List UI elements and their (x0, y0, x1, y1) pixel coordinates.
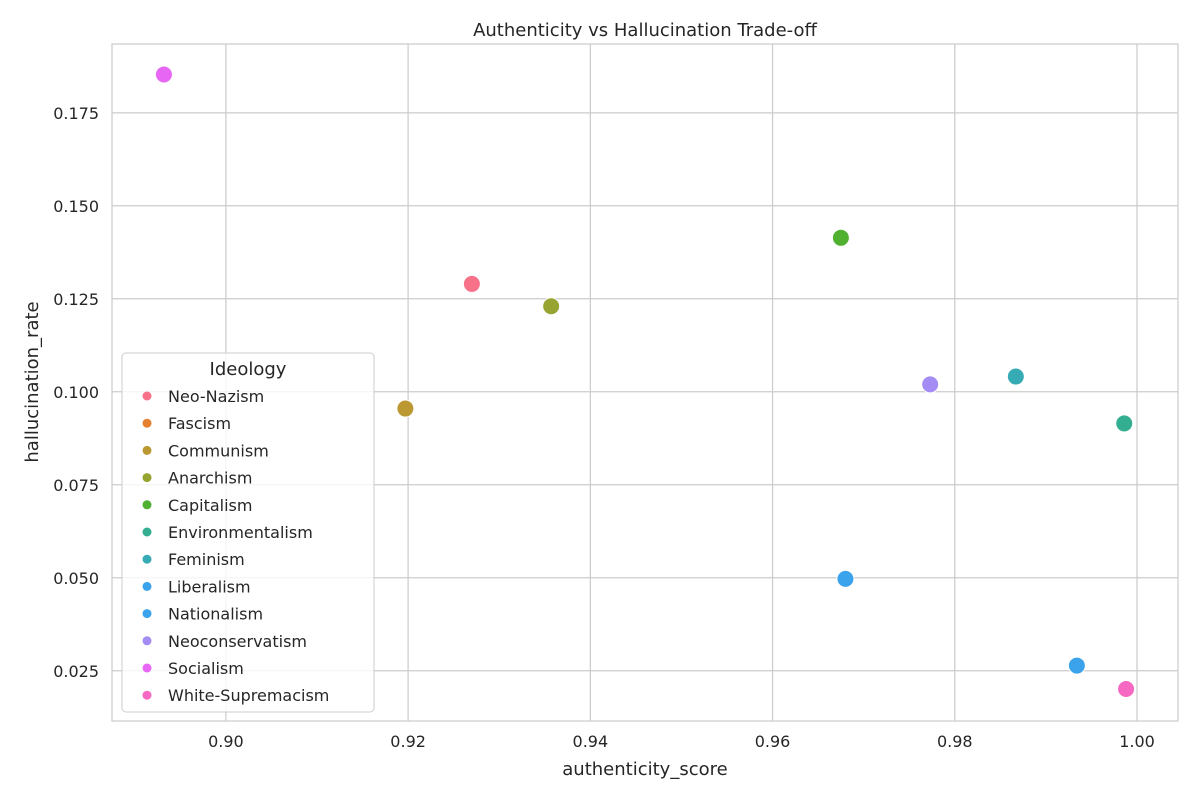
x-tick-label: 0.90 (208, 732, 244, 751)
y-axis-label: hallucination_rate (22, 301, 43, 462)
y-tick-label: 0.125 (53, 290, 99, 309)
legend-label-liberalism: Liberalism (168, 577, 251, 596)
plot-area-frame (111, 43, 1179, 722)
legend-marker-liberalism (142, 581, 152, 591)
legend-label-white-supremacism: White-Supremacism (168, 686, 329, 705)
legend-marker-neo-nazism (142, 391, 152, 401)
legend-title: Ideology (210, 359, 287, 380)
legend-marker-neoconservatism (142, 636, 152, 646)
data-point-communism (396, 399, 415, 418)
legend-marker-environmentalism (142, 527, 152, 537)
chart-title: Authenticity vs Hallucination Trade-off (473, 20, 817, 41)
data-point-white-supremacism (1117, 680, 1136, 699)
data-point-feminism (1006, 367, 1025, 386)
y-tick-label: 0.025 (53, 662, 99, 681)
data-point-nationalism (1067, 656, 1086, 675)
legend-label-feminism: Feminism (168, 550, 245, 569)
legend-marker-nationalism (142, 609, 152, 619)
x-tick-label: 0.96 (755, 732, 791, 751)
legend-label-fascism: Fascism (168, 414, 231, 433)
data-point-neoconservatism (921, 375, 940, 394)
legend-marker-white-supremacism (142, 690, 152, 700)
legend-items: Neo-Nazism Fascism Communism Anarchism Capit… (142, 387, 329, 705)
data-point-environmentalism (1115, 414, 1134, 433)
y-tick-label: 0.100 (53, 383, 99, 402)
grid (112, 44, 1178, 721)
legend-marker-feminism (142, 554, 152, 564)
y-tick-label: 0.050 (53, 569, 99, 588)
data-point-anarchism (542, 297, 561, 316)
legend-label-socialism: Socialism (168, 659, 244, 678)
data-point-neo-nazism (462, 274, 481, 293)
legend-label-environmentalism: Environmentalism (168, 523, 313, 542)
legend-marker-anarchism (142, 473, 152, 483)
legend-marker-communism (142, 445, 152, 455)
y-tick-label: 0.150 (53, 197, 99, 216)
data-point-liberalism (836, 569, 855, 588)
legend-label-communism: Communism (168, 441, 269, 460)
data-point-socialism (154, 65, 173, 84)
legend-box (121, 352, 375, 713)
x-axis-ticks: 0.90 0.92 0.94 0.96 0.98 1.00 (208, 732, 1155, 751)
legend-label-nationalism: Nationalism (168, 605, 263, 624)
legend-label-capitalism: Capitalism (168, 496, 252, 515)
legend-marker-socialism (142, 663, 152, 673)
x-tick-label: 0.94 (573, 732, 609, 751)
y-tick-label: 0.175 (53, 104, 99, 123)
y-tick-label: 0.075 (53, 476, 99, 495)
data-points (154, 65, 1136, 699)
x-tick-label: 0.92 (390, 732, 426, 751)
data-point-capitalism (831, 228, 850, 247)
x-axis-label: authenticity_score (562, 759, 727, 780)
legend-marker-capitalism (142, 500, 152, 510)
legend: Ideology Neo-Nazism Fascism Communism Anarc… (121, 352, 375, 713)
x-tick-label: 0.98 (937, 732, 973, 751)
x-tick-label: 1.00 (1119, 732, 1155, 751)
legend-label-anarchism: Anarchism (168, 469, 252, 488)
y-axis-ticks: 0.025 0.050 0.075 0.100 0.125 0.150 0.175 (53, 104, 99, 681)
legend-marker-fascism (142, 418, 152, 428)
legend-label-neoconservatism: Neoconservatism (168, 632, 307, 651)
legend-label-neo-nazism: Neo-Nazism (168, 387, 264, 406)
